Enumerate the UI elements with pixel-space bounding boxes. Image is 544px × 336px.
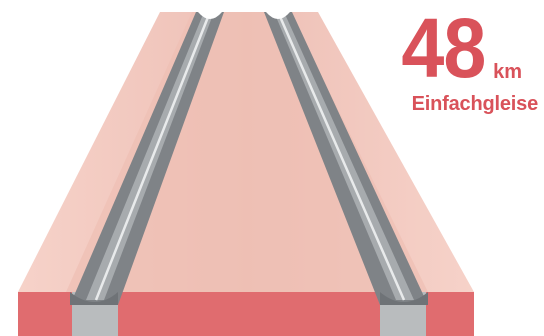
right-rail — [264, 11, 428, 305]
track-length-label: Einfachgleise — [411, 93, 539, 115]
track-length-unit: km — [493, 61, 522, 83]
left-rail — [70, 11, 224, 305]
track-length-value: 48 — [400, 1, 486, 95]
track-bed-inner — [66, 12, 428, 292]
left-rail-top — [198, 12, 222, 19]
right-rail-top — [266, 12, 290, 19]
track-length-stat: 48 km Einfachgleise — [370, 6, 540, 116]
stat-value-row: 48 km — [370, 6, 540, 90]
